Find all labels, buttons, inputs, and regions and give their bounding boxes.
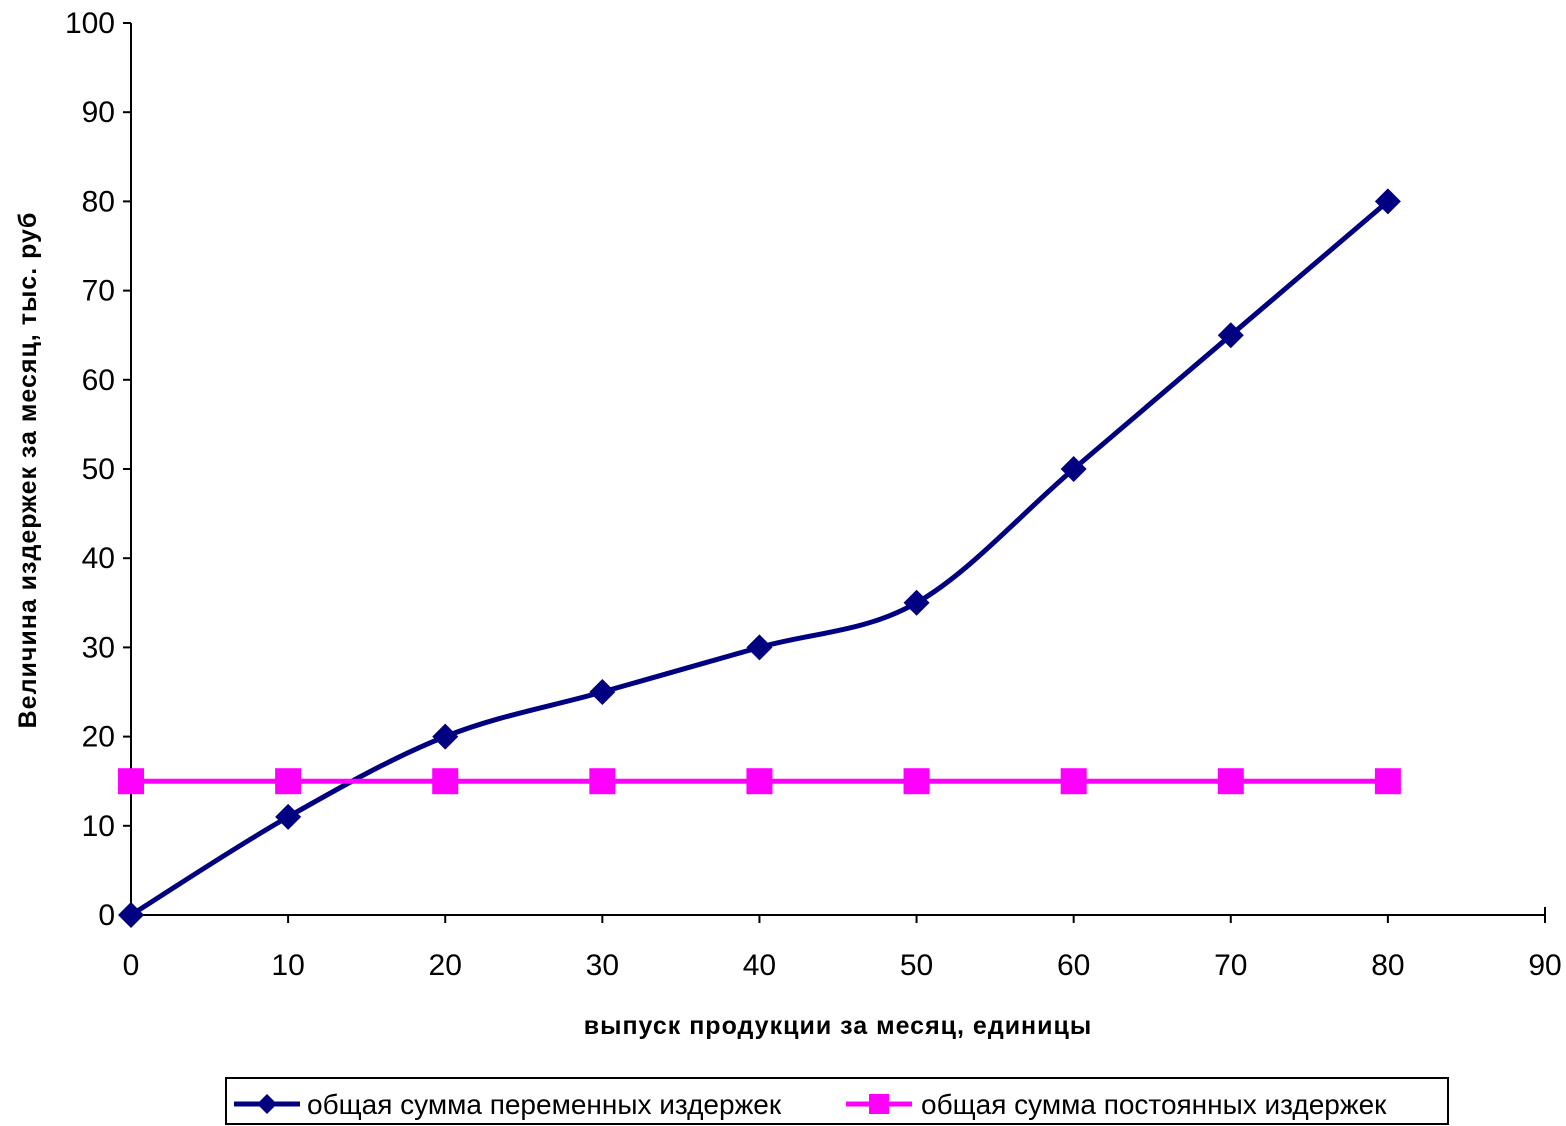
data-point-diamond xyxy=(1374,188,1401,215)
data-point-square xyxy=(1217,768,1244,795)
y-tick-label: 40 xyxy=(82,542,115,575)
legend-label-fixed: общая сумма постоянных издержек xyxy=(921,1089,1387,1120)
data-point-diamond xyxy=(1060,456,1087,482)
x-tick-label: 20 xyxy=(429,949,462,982)
x-tick-label: 50 xyxy=(900,949,933,982)
data-point-diamond xyxy=(432,723,459,750)
y-tick-label: 70 xyxy=(82,275,115,308)
legend-swatch-square-marker xyxy=(869,1094,889,1114)
legend-label-variable: общая сумма переменных издержек xyxy=(307,1089,782,1120)
x-tick-label: 80 xyxy=(1371,949,1404,982)
data-point-diamond xyxy=(275,803,302,830)
legend-item-fixed-costs: общая сумма постоянных издержек xyxy=(846,1089,1387,1120)
data-point-diamond xyxy=(903,589,930,616)
x-tick-label: 10 xyxy=(271,949,304,982)
legend-item-variable-costs: общая сумма переменных издержек xyxy=(234,1089,782,1120)
y-axis-title: Величина издержек за месяц, тыс. руб xyxy=(14,212,42,729)
series-line-0 xyxy=(129,199,1390,918)
x-tick-label: 0 xyxy=(123,949,140,982)
y-tick-label: 60 xyxy=(82,364,115,397)
data-point-diamond xyxy=(746,634,773,661)
y-tick-label: 10 xyxy=(82,810,115,843)
data-point-square xyxy=(118,768,144,795)
x-axis-title: выпуск продукции за месяц, единицы xyxy=(584,1012,1093,1040)
x-tick-label: 30 xyxy=(586,949,619,982)
legend: общая сумма переменных издержек общая су… xyxy=(225,1077,1449,1125)
y-tick-label: 20 xyxy=(82,721,115,754)
x-tick-label: 60 xyxy=(1057,949,1090,982)
data-point-diamond xyxy=(118,902,144,928)
y-tick-label: 0 xyxy=(98,899,115,932)
data-point-diamond xyxy=(1217,322,1244,349)
y-tick-label: 90 xyxy=(82,96,115,129)
data-point-diamond xyxy=(589,679,616,705)
data-point-square xyxy=(432,768,459,795)
legend-box xyxy=(225,1077,1449,1125)
data-point-square xyxy=(1374,768,1401,795)
y-ticks: 0 10 20 30 40 50 60 70 80 90 100 xyxy=(65,7,131,932)
series-layer xyxy=(118,188,1401,928)
data-point-square xyxy=(589,768,616,795)
legend-swatch-diamond-marker xyxy=(257,1094,277,1114)
y-tick-label: 30 xyxy=(82,631,115,664)
data-point-square xyxy=(903,768,930,795)
data-point-square xyxy=(1060,768,1087,795)
data-point-square xyxy=(746,768,773,795)
x-tick-label: 70 xyxy=(1214,949,1247,982)
x-tick-label: 40 xyxy=(743,949,776,982)
y-tick-label: 80 xyxy=(82,185,115,218)
y-tick-label: 100 xyxy=(65,7,115,40)
y-tick-label: 50 xyxy=(82,453,115,486)
x-ticks: 0 10 20 30 40 50 60 70 80 90 xyxy=(123,915,1562,982)
data-point-square xyxy=(275,768,302,795)
x-tick-label: 90 xyxy=(1528,949,1561,982)
